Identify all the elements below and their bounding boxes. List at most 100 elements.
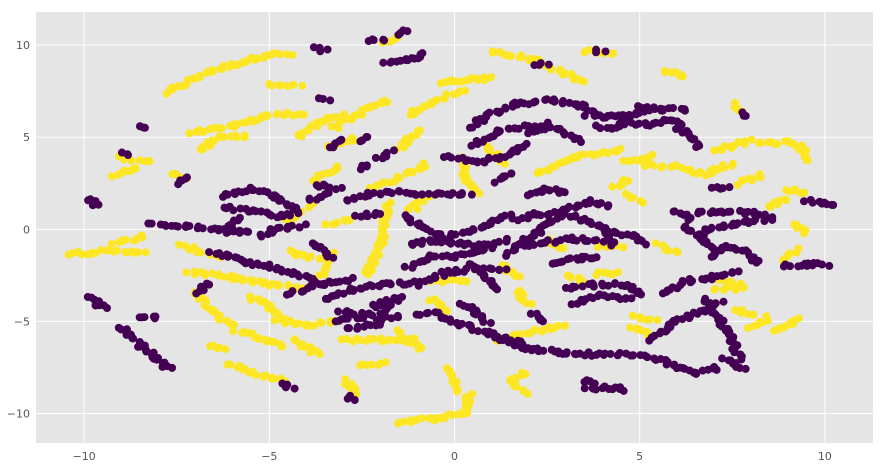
- data-point: [469, 225, 478, 234]
- data-point: [287, 221, 296, 230]
- data-point: [437, 267, 446, 276]
- data-point: [324, 188, 333, 197]
- data-point: [725, 183, 734, 192]
- data-point: [382, 296, 391, 305]
- data-point: [740, 137, 749, 146]
- data-point: [474, 327, 483, 336]
- data-point: [786, 262, 795, 271]
- data-point: [265, 281, 274, 290]
- data-point: [267, 211, 276, 220]
- data-point: [369, 300, 378, 309]
- data-point: [394, 313, 403, 322]
- data-point: [468, 389, 477, 398]
- data-point: [275, 50, 284, 59]
- data-point: [254, 335, 263, 344]
- data-point: [289, 80, 298, 89]
- data-point: [579, 77, 588, 86]
- data-point: [205, 248, 214, 257]
- data-point: [349, 193, 358, 202]
- data-point: [432, 96, 441, 105]
- data-point: [121, 235, 130, 244]
- data-point: [244, 227, 253, 236]
- data-point: [291, 336, 300, 345]
- data-point: [543, 236, 552, 245]
- y-tick-label: 0: [23, 223, 30, 236]
- data-point: [604, 281, 613, 290]
- data-point: [637, 290, 646, 299]
- data-point: [420, 102, 429, 111]
- y-tick-label: −5: [14, 315, 30, 328]
- data-point: [733, 219, 742, 228]
- data-point: [795, 145, 804, 154]
- data-point: [174, 222, 183, 231]
- data-point: [726, 207, 735, 216]
- data-point: [495, 127, 504, 136]
- data-point: [309, 43, 318, 52]
- data-point: [710, 146, 719, 155]
- data-point: [185, 129, 194, 138]
- data-point: [609, 49, 618, 58]
- data-point: [413, 198, 422, 207]
- data-point: [307, 281, 316, 290]
- data-point: [461, 86, 470, 95]
- data-point: [337, 183, 346, 192]
- data-point: [362, 133, 371, 142]
- data-point: [638, 198, 647, 207]
- data-point: [616, 144, 625, 153]
- data-point: [219, 61, 228, 70]
- data-point: [597, 199, 606, 208]
- data-point: [454, 267, 463, 276]
- data-point: [437, 189, 446, 198]
- data-point: [688, 276, 697, 285]
- data-point: [117, 325, 126, 334]
- data-point: [350, 396, 359, 405]
- data-point: [240, 257, 249, 266]
- data-point: [750, 321, 759, 330]
- data-point: [673, 248, 682, 257]
- data-point: [592, 48, 601, 57]
- data-point: [451, 77, 460, 86]
- data-point: [792, 248, 801, 257]
- data-point: [128, 334, 137, 343]
- data-point: [527, 300, 536, 309]
- data-point: [299, 110, 308, 119]
- data-point: [198, 224, 207, 233]
- data-point: [316, 47, 325, 56]
- data-point: [713, 246, 722, 255]
- data-point: [618, 111, 627, 120]
- data-point: [606, 349, 615, 358]
- data-point: [662, 116, 671, 125]
- data-point: [790, 220, 799, 229]
- data-point: [610, 279, 619, 288]
- data-point: [140, 123, 149, 132]
- data-point: [585, 199, 594, 208]
- data-point: [592, 270, 601, 279]
- data-point: [446, 239, 455, 248]
- data-point: [351, 211, 360, 220]
- data-point: [273, 224, 282, 233]
- data-point: [539, 346, 548, 355]
- y-axis-ticks: −10 −5 0 5 10: [7, 39, 30, 420]
- data-point: [323, 45, 332, 54]
- data-point: [248, 278, 257, 287]
- data-point: [454, 321, 463, 330]
- x-tick-label: 10: [818, 450, 832, 463]
- data-point: [592, 236, 601, 245]
- data-point: [265, 263, 274, 272]
- data-points: [64, 26, 838, 428]
- data-point: [502, 265, 511, 274]
- data-point: [486, 318, 495, 327]
- data-point: [718, 184, 727, 193]
- data-point: [697, 207, 706, 216]
- data-point: [365, 281, 374, 290]
- data-point: [451, 230, 460, 239]
- data-point: [493, 285, 502, 294]
- data-point: [298, 81, 307, 90]
- data-point: [220, 272, 229, 281]
- data-point: [724, 283, 733, 292]
- data-point: [462, 277, 471, 286]
- data-point: [710, 362, 719, 371]
- data-point: [571, 212, 580, 221]
- data-point: [332, 218, 341, 227]
